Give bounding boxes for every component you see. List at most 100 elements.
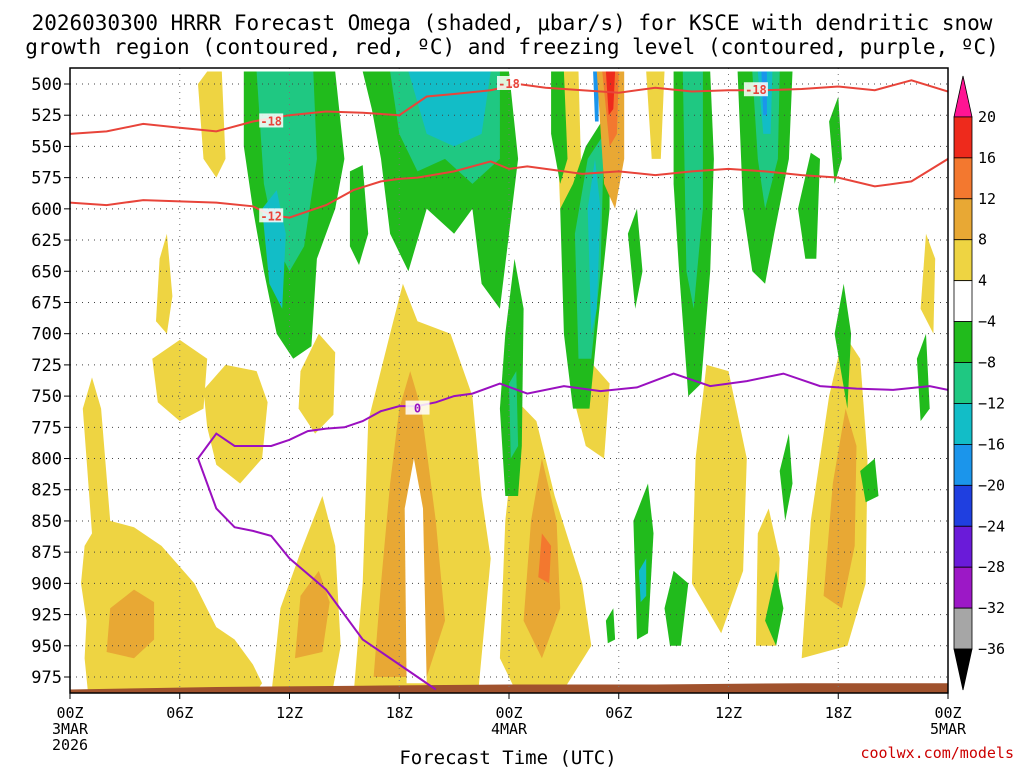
omega-region-12 — [538, 533, 552, 584]
omega-region-55 — [779, 433, 793, 521]
colorbar-label-3: 8 — [978, 231, 987, 249]
colorbar-label-8: −16 — [978, 435, 1005, 453]
omega-region-45 — [798, 152, 820, 259]
x-tick-label-24-0: 00Z — [495, 704, 522, 722]
y-tick-label-850: 850 — [31, 512, 62, 532]
y-tick-label-675: 675 — [31, 293, 62, 313]
colorbar-label-6: −8 — [978, 354, 996, 372]
omega-region-32 — [509, 371, 519, 459]
omega-region-14 — [691, 364, 747, 634]
contour-label-bg--12-0 — [259, 208, 284, 223]
y-tick-label-800: 800 — [31, 450, 62, 470]
omega-region-51 — [638, 558, 647, 603]
colorbar-label-4: 4 — [978, 272, 987, 290]
x-tick-label-6-0: 06Z — [166, 704, 193, 722]
colorbar-swatch-7 — [953, 362, 973, 404]
omega-region-52 — [664, 570, 689, 646]
colorbar-swatch-1 — [953, 116, 973, 159]
omega-region-1 — [106, 589, 155, 659]
x-tick-label-0-1: 3MAR — [52, 720, 89, 738]
y-tick-label-525: 525 — [31, 106, 62, 126]
colorbar-swatch-10 — [953, 484, 973, 527]
omega-region-42 — [752, 71, 780, 209]
x-tick-label-30-0: 06Z — [605, 704, 632, 722]
omega-region-18 — [198, 71, 226, 178]
x-tick-label-48-0: 00Z — [934, 704, 961, 722]
contour-label-bg--18-0 — [259, 113, 284, 128]
x-axis-label: Forecast Time (UTC) — [399, 747, 616, 768]
terrain-surface — [70, 683, 948, 693]
chart-title-line2: growth region (contoured, red, ºC) and f… — [25, 35, 999, 59]
credit-label: coolwx.com/models — [860, 744, 1014, 762]
contour-label-0-0: 0 — [414, 402, 421, 416]
colorbar-label-5: −4 — [978, 313, 996, 331]
colorbar-swatch-13 — [953, 607, 973, 650]
y-tick-label-650: 650 — [31, 262, 62, 282]
colorbar-cap-top — [953, 75, 973, 118]
omega-region-50 — [633, 483, 654, 640]
omega-region-30 — [408, 71, 491, 147]
y-tick-label-550: 550 — [31, 137, 62, 157]
omega-region-8 — [404, 458, 427, 684]
x-tick-label-48-1: 5MAR — [930, 720, 967, 738]
omega-region-48 — [916, 333, 930, 422]
y-tick-label-500: 500 — [31, 75, 62, 95]
contour-label--18-2: -18 — [745, 83, 767, 97]
omega-region-33 — [551, 71, 568, 184]
y-tick-label-775: 775 — [31, 418, 62, 438]
colorbar-label-13: −36 — [978, 640, 1005, 658]
colorbar-swatch-4 — [953, 239, 973, 282]
x-tick-label-0-2: 2026 — [52, 736, 88, 754]
omega-region-2 — [203, 364, 268, 484]
chart-title-line1: 2026030300 HRRR Forecast Omega (shaded, … — [32, 11, 993, 35]
y-tick-label-725: 725 — [31, 356, 62, 376]
colorbar-label-11: −28 — [978, 558, 1005, 576]
contour-label-bg--18-1 — [497, 76, 521, 90]
omega-region-38 — [627, 208, 643, 309]
y-tick-label-875: 875 — [31, 543, 62, 563]
colorbar-label-10: −24 — [978, 517, 1005, 535]
x-tick-label-24-1: 4MAR — [491, 720, 528, 738]
contour-label-bg-0-0 — [405, 400, 430, 415]
colorbar-label-9: −20 — [978, 476, 1005, 494]
contour-line-0 — [196, 372, 948, 691]
omega-region-58 — [605, 71, 616, 116]
omega-region-40 — [682, 71, 703, 309]
colorbar-label-12: −32 — [978, 599, 1005, 617]
omega-region-54 — [605, 608, 616, 644]
colorbar-swatch-8 — [953, 403, 973, 445]
x-tick-label-36-0: 12Z — [715, 704, 742, 722]
omega-region-37 — [593, 71, 599, 122]
x-tick-label-18-0: 18Z — [386, 704, 413, 722]
y-tick-label-825: 825 — [31, 481, 62, 501]
y-tick-label-750: 750 — [31, 387, 62, 407]
colorbar-swatch-2 — [953, 157, 973, 200]
omega-region-19 — [156, 233, 173, 334]
colorbar-swatch-12 — [953, 566, 973, 609]
colorbar-swatch-6 — [953, 321, 973, 363]
omega-region-53 — [765, 570, 784, 646]
omega-region-5 — [298, 333, 336, 434]
omega-region-49 — [860, 458, 879, 503]
colorbar-swatch-5 — [953, 280, 973, 322]
x-tick-label-0-0: 00Z — [56, 704, 83, 722]
colorbar-cap-bottom — [953, 648, 973, 691]
colorbar-label-1: 16 — [978, 149, 996, 167]
omega-region-4 — [295, 570, 330, 659]
omega-region-36 — [587, 158, 601, 334]
colorbar-swatch-9 — [953, 443, 973, 486]
colorbar-label-0: 20 — [978, 108, 996, 126]
x-tick-label-42-0: 18Z — [825, 704, 852, 722]
y-tick-label-900: 900 — [31, 574, 62, 594]
y-tick-label-600: 600 — [31, 200, 62, 220]
colorbar-swatch-11 — [953, 525, 973, 568]
y-tick-label-575: 575 — [31, 169, 62, 189]
colorbar-label-2: 12 — [978, 190, 996, 208]
contour-label--18-0: -18 — [260, 114, 282, 128]
y-tick-label-950: 950 — [31, 637, 62, 657]
plot-area: -18 -18 -18 -12 0 — [70, 68, 948, 693]
omega-region-22 — [646, 71, 665, 159]
omega-region-46 — [829, 96, 842, 184]
